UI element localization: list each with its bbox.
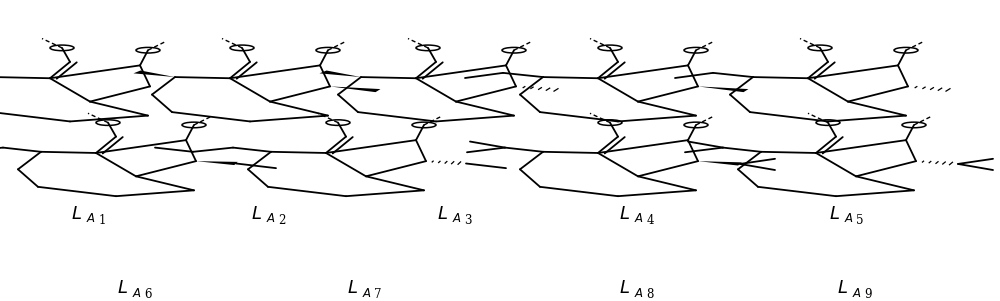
- Polygon shape: [330, 86, 380, 92]
- Text: 9: 9: [864, 288, 872, 301]
- Text: 7: 7: [374, 288, 382, 301]
- Polygon shape: [196, 161, 238, 165]
- Text: 1: 1: [98, 214, 106, 227]
- Text: $A$: $A$: [634, 212, 644, 225]
- Text: $L$: $L$: [619, 279, 629, 297]
- Text: $A$: $A$: [132, 287, 142, 299]
- Text: $L$: $L$: [619, 205, 629, 223]
- Text: $A$: $A$: [362, 287, 372, 299]
- Polygon shape: [698, 86, 748, 92]
- Text: $L$: $L$: [251, 205, 261, 223]
- Text: $A$: $A$: [852, 287, 862, 299]
- Text: $L$: $L$: [117, 279, 127, 297]
- Polygon shape: [698, 161, 742, 166]
- Text: $A$: $A$: [266, 212, 276, 225]
- Text: $A$: $A$: [452, 212, 462, 225]
- Text: $A$: $A$: [844, 212, 854, 225]
- Text: $L$: $L$: [347, 279, 357, 297]
- Text: $L$: $L$: [71, 205, 81, 223]
- Text: $L$: $L$: [829, 205, 839, 223]
- Text: $L$: $L$: [837, 279, 847, 297]
- Text: $L$: $L$: [437, 205, 447, 223]
- Text: 2: 2: [278, 214, 286, 227]
- Text: 4: 4: [646, 214, 654, 227]
- Text: $A$: $A$: [86, 212, 96, 225]
- Text: $A$: $A$: [634, 287, 644, 299]
- Polygon shape: [319, 70, 361, 77]
- Text: 6: 6: [144, 288, 152, 301]
- Text: 5: 5: [856, 214, 864, 227]
- Polygon shape: [133, 70, 175, 77]
- Text: 3: 3: [464, 214, 472, 227]
- Text: 8: 8: [646, 288, 654, 301]
